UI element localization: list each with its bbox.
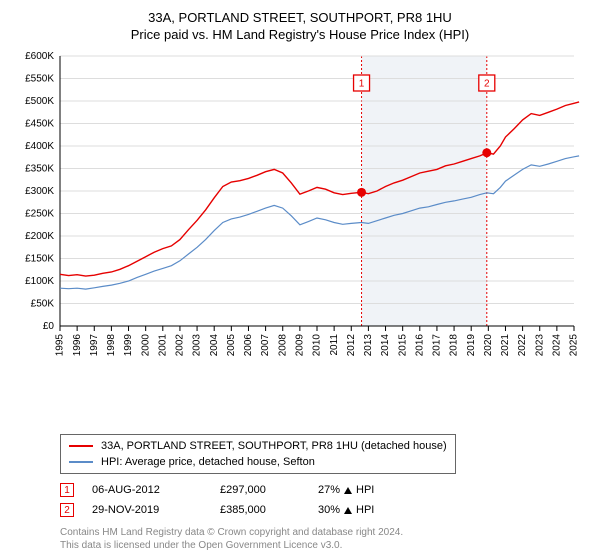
- svg-text:2023: 2023: [534, 334, 545, 357]
- svg-text:£50K: £50K: [31, 299, 55, 310]
- svg-text:1997: 1997: [89, 334, 100, 357]
- svg-text:1995: 1995: [55, 334, 66, 357]
- legend-label: HPI: Average price, detached house, Seft…: [101, 456, 315, 468]
- title-main: 33A, PORTLAND STREET, SOUTHPORT, PR8 1HU: [14, 10, 586, 25]
- svg-text:£100K: £100K: [25, 276, 54, 287]
- svg-text:1: 1: [359, 79, 365, 90]
- svg-text:2016: 2016: [414, 334, 425, 357]
- svg-text:2017: 2017: [432, 334, 443, 357]
- chart-area: £0 £50K £100K £150K £200K £250K £300K £350K £400…: [14, 50, 586, 430]
- line-chart: £0 £50K £100K £150K £200K £250K £300K £350K £400…: [14, 50, 586, 380]
- event-list: 1 06-AUG-2012 £297,000 27% HPI 2 29-NOV-…: [60, 480, 586, 520]
- svg-text:2011: 2011: [329, 334, 340, 356]
- svg-text:2014: 2014: [380, 334, 391, 357]
- legend-item: 33A, PORTLAND STREET, SOUTHPORT, PR8 1HU…: [69, 438, 447, 454]
- event-badge: 2: [60, 503, 74, 517]
- title-sub: Price paid vs. HM Land Registry's House …: [14, 27, 586, 42]
- svg-text:2022: 2022: [517, 334, 528, 357]
- chart-container: 33A, PORTLAND STREET, SOUTHPORT, PR8 1HU…: [0, 0, 600, 560]
- event-delta: 27% HPI: [318, 484, 374, 496]
- svg-text:2006: 2006: [243, 334, 254, 357]
- event-date: 06-AUG-2012: [92, 484, 202, 496]
- event-delta-pct: 30%: [318, 504, 340, 516]
- event-delta-suffix: HPI: [356, 504, 374, 516]
- svg-text:2013: 2013: [363, 334, 374, 357]
- legend-swatch: [69, 445, 93, 447]
- event-delta-pct: 27%: [318, 484, 340, 496]
- svg-text:£200K: £200K: [25, 231, 54, 242]
- event-delta: 30% HPI: [318, 504, 374, 516]
- svg-text:£600K: £600K: [25, 51, 54, 62]
- svg-text:1996: 1996: [72, 334, 83, 357]
- legend-swatch: [69, 461, 93, 463]
- title-block: 33A, PORTLAND STREET, SOUTHPORT, PR8 1HU…: [14, 10, 586, 42]
- svg-text:2015: 2015: [397, 334, 408, 357]
- svg-text:£350K: £350K: [25, 164, 54, 175]
- svg-text:£500K: £500K: [25, 96, 54, 107]
- svg-text:2008: 2008: [277, 334, 288, 357]
- svg-text:2024: 2024: [552, 334, 563, 357]
- event-badge: 1: [60, 483, 74, 497]
- svg-text:1998: 1998: [106, 334, 117, 357]
- event-price: £385,000: [220, 504, 300, 516]
- svg-text:2018: 2018: [449, 334, 460, 357]
- legend-label: 33A, PORTLAND STREET, SOUTHPORT, PR8 1HU…: [101, 440, 447, 452]
- arrow-up-icon: [344, 487, 352, 494]
- event-price: £297,000: [220, 484, 300, 496]
- svg-text:2012: 2012: [346, 334, 357, 357]
- svg-text:£300K: £300K: [25, 186, 54, 197]
- svg-text:2002: 2002: [175, 334, 186, 357]
- legend: 33A, PORTLAND STREET, SOUTHPORT, PR8 1HU…: [60, 434, 456, 474]
- event-row: 1 06-AUG-2012 £297,000 27% HPI: [60, 480, 586, 500]
- event-date: 29-NOV-2019: [92, 504, 202, 516]
- svg-text:2025: 2025: [569, 334, 580, 357]
- event-delta-suffix: HPI: [356, 484, 374, 496]
- svg-text:2009: 2009: [295, 334, 306, 357]
- footer-line: Contains HM Land Registry data © Crown c…: [60, 526, 586, 539]
- footer-attribution: Contains HM Land Registry data © Crown c…: [60, 526, 586, 552]
- svg-text:2004: 2004: [209, 334, 220, 357]
- svg-text:2000: 2000: [140, 334, 151, 357]
- svg-text:2007: 2007: [260, 334, 271, 357]
- footer-line: This data is licensed under the Open Gov…: [60, 539, 586, 552]
- svg-text:£450K: £450K: [25, 119, 54, 130]
- svg-text:£550K: £550K: [25, 74, 54, 85]
- legend-item: HPI: Average price, detached house, Seft…: [69, 454, 447, 470]
- svg-text:2005: 2005: [226, 334, 237, 357]
- svg-text:1999: 1999: [123, 334, 134, 357]
- svg-text:£150K: £150K: [25, 254, 54, 265]
- svg-text:2010: 2010: [312, 334, 323, 357]
- svg-text:2019: 2019: [466, 334, 477, 357]
- event-row: 2 29-NOV-2019 £385,000 30% HPI: [60, 500, 586, 520]
- svg-text:2: 2: [484, 79, 490, 90]
- svg-text:2020: 2020: [483, 334, 494, 357]
- svg-text:£250K: £250K: [25, 209, 54, 220]
- svg-text:£400K: £400K: [25, 141, 54, 152]
- svg-text:2021: 2021: [500, 334, 511, 357]
- arrow-up-icon: [344, 507, 352, 514]
- svg-text:2003: 2003: [192, 334, 203, 357]
- svg-text:£0: £0: [43, 321, 55, 332]
- svg-text:2001: 2001: [157, 334, 168, 357]
